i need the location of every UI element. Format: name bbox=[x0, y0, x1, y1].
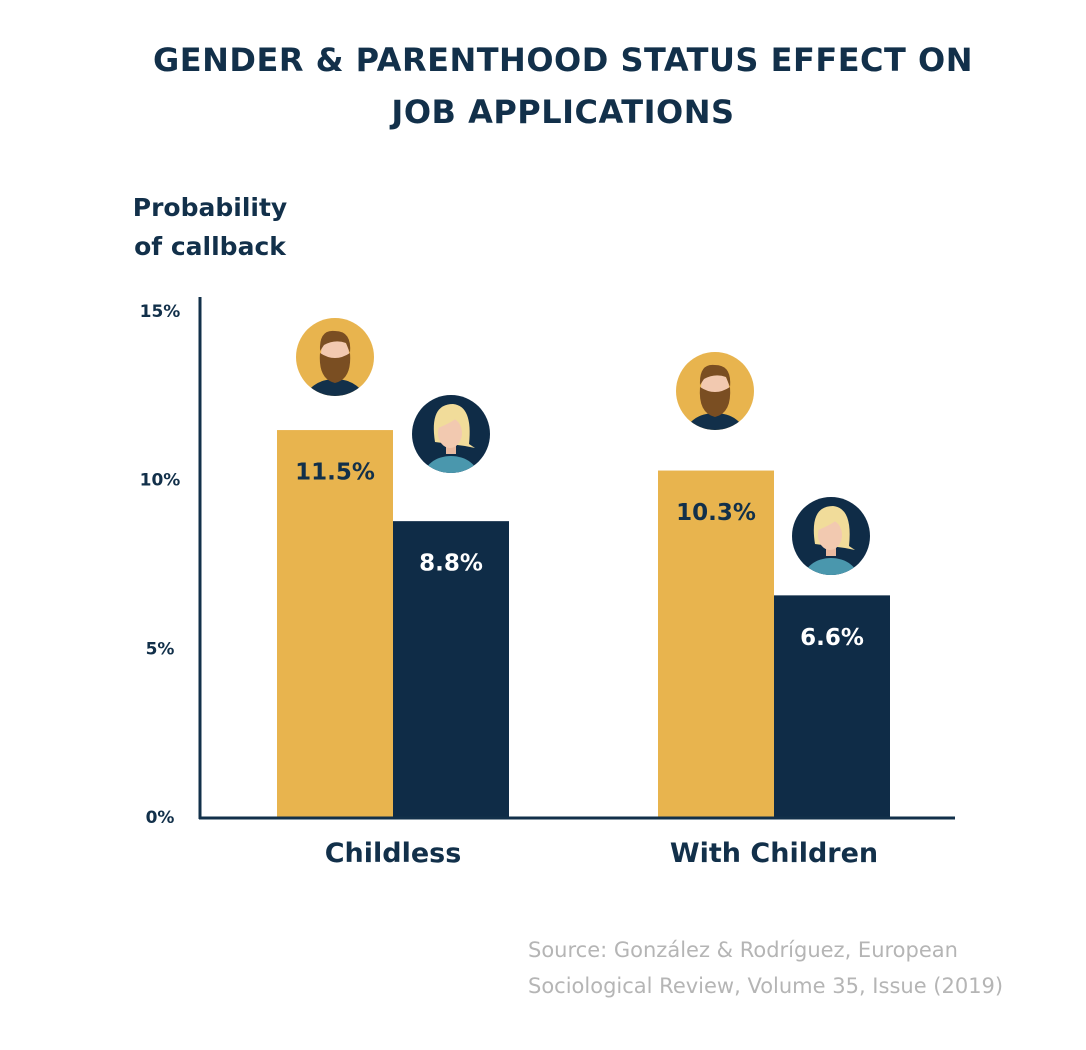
y-tick-label: 0% bbox=[146, 808, 175, 828]
source-line: Source: González & Rodríguez, European bbox=[528, 938, 958, 962]
avatar-hair bbox=[319, 330, 351, 353]
avatar-neck bbox=[446, 442, 456, 454]
bar-men bbox=[658, 470, 774, 818]
x-category-label: With Children bbox=[670, 838, 878, 869]
chart-title: GENDER & PARENTHOOD STATUS EFFECT ON JOB… bbox=[0, 34, 1086, 138]
y-axis-title-line: Probability bbox=[132, 193, 288, 222]
y-tick-label: 10% bbox=[140, 471, 181, 491]
bar-women bbox=[774, 595, 890, 818]
y-axis-title-line: of callback bbox=[134, 232, 286, 261]
bar-men bbox=[277, 430, 393, 818]
avatar-face bbox=[438, 418, 462, 448]
avatar-figure bbox=[423, 404, 479, 473]
y-tick-label: 5% bbox=[146, 639, 175, 659]
avatar-body bbox=[423, 456, 479, 473]
avatar-bangs bbox=[818, 515, 839, 530]
chart-title-line: JOB APPLICATIONS bbox=[391, 93, 735, 131]
avatar-beard bbox=[699, 387, 731, 417]
avatar-body bbox=[305, 379, 365, 396]
avatar-figure bbox=[803, 506, 859, 575]
bar-women bbox=[393, 521, 509, 818]
data-label: 10.3% bbox=[676, 500, 756, 526]
avatar-body bbox=[803, 558, 859, 575]
avatar-neck bbox=[826, 544, 836, 556]
avatar-hair bbox=[699, 364, 731, 387]
data-label: 11.5% bbox=[295, 460, 375, 486]
avatar-body bbox=[685, 413, 745, 430]
avatar-beard bbox=[319, 353, 351, 383]
avatar-figure bbox=[305, 330, 365, 396]
avatar-bangs bbox=[438, 413, 459, 428]
man-avatar-icon bbox=[296, 318, 374, 396]
source-line: Sociological Review, Volume 35, Issue (2… bbox=[528, 974, 1004, 998]
woman-avatar-icon bbox=[412, 395, 490, 473]
source-note: Source: González & Rodríguez, European S… bbox=[528, 932, 1068, 1004]
data-label: 6.6% bbox=[800, 625, 864, 651]
data-label: 8.8% bbox=[419, 551, 483, 577]
y-tick-label: 15% bbox=[140, 302, 181, 322]
man-avatar-icon bbox=[676, 352, 754, 430]
woman-avatar-icon bbox=[792, 497, 870, 575]
chart-title-line: GENDER & PARENTHOOD STATUS EFFECT ON bbox=[153, 41, 973, 79]
x-category-label: Childless bbox=[325, 838, 462, 869]
y-axis-title: Probability of callback bbox=[118, 188, 302, 266]
avatar-figure bbox=[685, 364, 745, 430]
avatar-face bbox=[818, 520, 842, 550]
